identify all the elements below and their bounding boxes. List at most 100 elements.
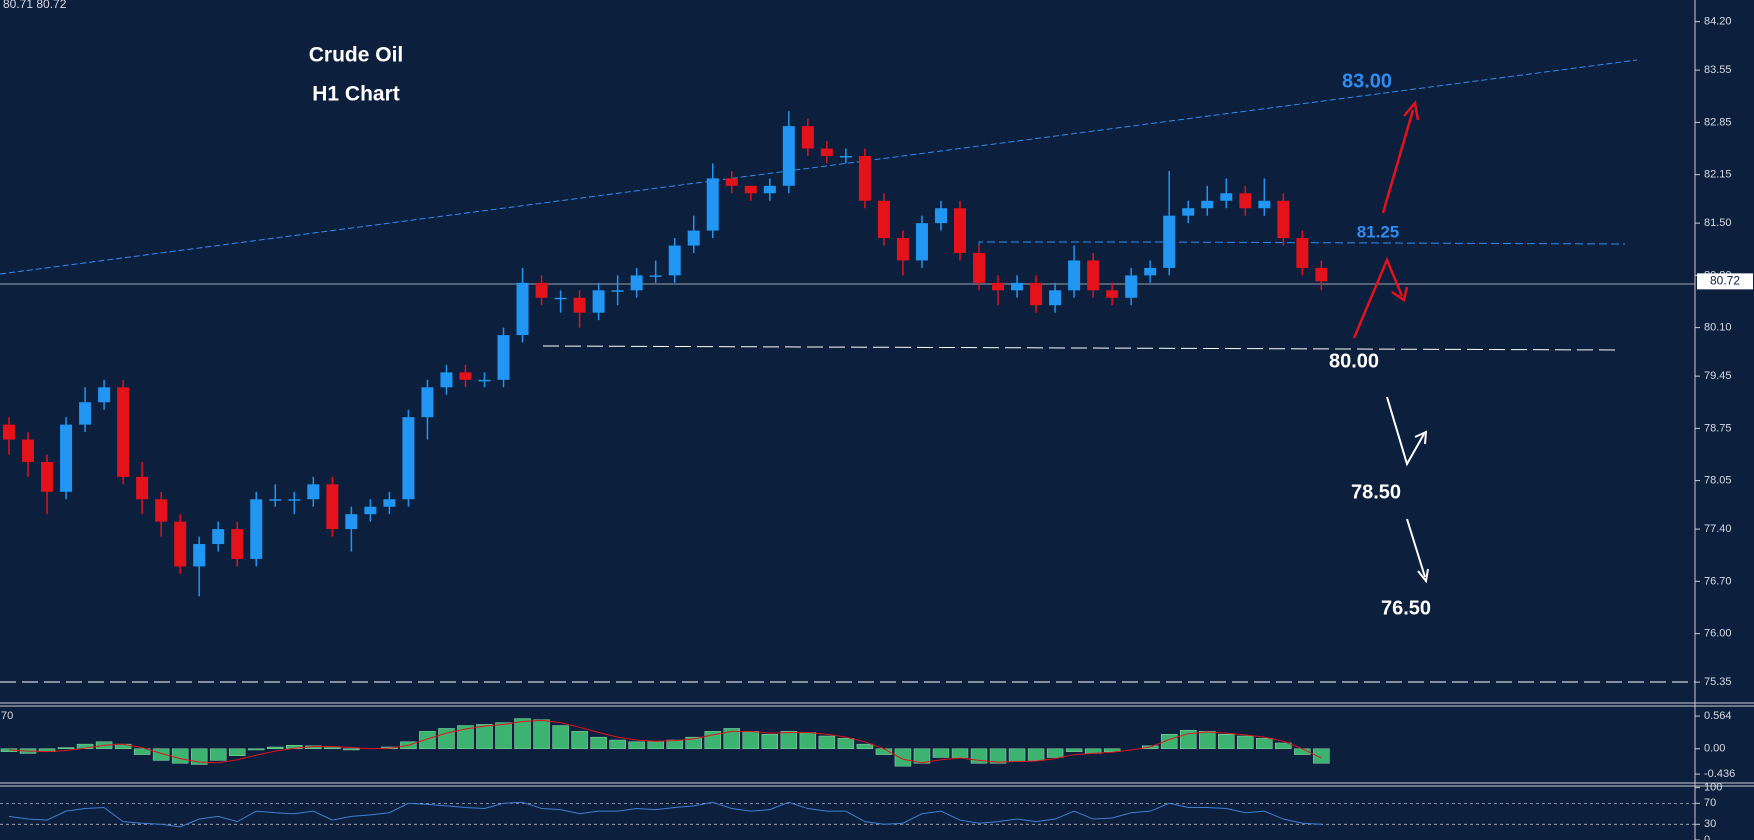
- candle-body: [345, 514, 358, 530]
- macd-bar: [666, 739, 683, 750]
- macd-bar: [533, 719, 550, 750]
- macd-bar: [799, 732, 817, 750]
- candle-body: [193, 544, 206, 567]
- y-tick-label: 81.50: [1704, 217, 1732, 229]
- white-arrows: [1386, 396, 1429, 584]
- candle-body: [592, 290, 605, 313]
- trend-line: [0, 59, 1638, 275]
- candle-body: [973, 252, 986, 283]
- macd-bar: [1218, 734, 1235, 750]
- chart-subtitle: H1 Chart: [312, 83, 400, 106]
- candle-body: [307, 484, 320, 500]
- y-tick-label: 80.10: [1704, 322, 1732, 334]
- candle-body: [269, 499, 282, 501]
- macd-bar: [894, 748, 912, 767]
- candle-body: [250, 499, 263, 559]
- candle-body: [992, 282, 1005, 291]
- signal-line: [8, 719, 1322, 764]
- candle-body: [155, 499, 168, 522]
- candle-body: [516, 282, 529, 336]
- candle-body: [326, 484, 339, 530]
- y-tick-label: 77.40: [1704, 523, 1732, 535]
- candle-body: [1163, 215, 1176, 268]
- candle-body: [801, 126, 814, 149]
- macd-bar: [856, 743, 874, 750]
- macd-bar: [723, 728, 741, 750]
- candle-body: [1068, 260, 1081, 291]
- candle-body: [934, 208, 947, 224]
- candle-body: [1296, 238, 1309, 268]
- candle-body: [820, 148, 833, 156]
- candle-body: [22, 439, 35, 462]
- macd-bar: [152, 748, 170, 761]
- macd-bar: [267, 746, 284, 750]
- axis-panel: [1695, 0, 1754, 840]
- candle-body: [1049, 290, 1062, 306]
- candle-body: [402, 417, 415, 500]
- macd-bar: [438, 728, 455, 750]
- macd-bar: [57, 747, 75, 750]
- candle-body: [1277, 200, 1290, 239]
- candle-body: [383, 499, 396, 507]
- candle-body: [60, 424, 73, 492]
- annotation: 80.00: [1329, 350, 1379, 372]
- macd-bar: [343, 748, 360, 751]
- macd-bar: [133, 748, 151, 755]
- candle-body: [687, 230, 700, 246]
- macd-bar: [818, 735, 836, 750]
- candle-body: [535, 282, 548, 298]
- candle-body: [915, 223, 928, 261]
- macd-bar: [951, 748, 969, 758]
- y-tick-label: 78.05: [1704, 475, 1732, 487]
- candle-body: [1220, 193, 1233, 201]
- y-tick-label: 0: [1704, 834, 1710, 840]
- y-tick-label: 70: [1704, 797, 1716, 809]
- macd-bar: [742, 731, 760, 750]
- candle-body: [649, 275, 662, 277]
- price-label-box: [1697, 273, 1753, 290]
- macd-bar: [248, 748, 265, 751]
- rsi-line: [8, 801, 1322, 828]
- y-tick-label: 82.15: [1704, 169, 1732, 181]
- candle-body: [668, 245, 681, 276]
- candle-body: [1011, 282, 1024, 291]
- candle-body: [1239, 193, 1252, 209]
- price-label: 80.72: [1710, 274, 1740, 288]
- macd-bar: [228, 748, 246, 756]
- candle-body: [630, 275, 643, 291]
- y-tick-label: 75.35: [1704, 676, 1732, 688]
- candle-body: [459, 372, 472, 380]
- macd-bar: [609, 739, 626, 750]
- candle-body: [231, 529, 244, 559]
- y-tick-label: 83.55: [1704, 64, 1732, 76]
- annotation: 83.00: [1342, 70, 1392, 92]
- macd-bar: [1313, 748, 1330, 764]
- y-tick-label: 0.564: [1704, 710, 1732, 722]
- macd-bar: [989, 748, 1007, 764]
- macd-bar: [552, 725, 569, 750]
- macd-bar: [913, 748, 931, 764]
- y-tick-label: 100: [1704, 781, 1722, 793]
- candle-body: [1087, 260, 1100, 291]
- candle-body: [858, 155, 871, 201]
- y-tick-label: -0.436: [1704, 768, 1735, 780]
- candle-body: [611, 290, 624, 292]
- annotation: 78.50: [1351, 481, 1401, 503]
- macd-bar: [171, 748, 189, 764]
- macd-bar: [932, 748, 950, 758]
- macd-bar: [76, 743, 94, 750]
- candle-body: [117, 387, 130, 477]
- candle-body: [212, 529, 225, 545]
- y-tick-label: 79.45: [1704, 370, 1732, 382]
- y-tick-label: 84.20: [1704, 16, 1732, 28]
- macd-bar: [1275, 742, 1292, 750]
- candle-body: [573, 297, 586, 313]
- macd-bar: [837, 738, 855, 750]
- candle-body: [41, 461, 54, 492]
- indicator-label: 70: [1, 710, 13, 722]
- candle-body: [763, 185, 776, 194]
- candle-body: [1125, 275, 1138, 298]
- support-line: [542, 345, 1620, 351]
